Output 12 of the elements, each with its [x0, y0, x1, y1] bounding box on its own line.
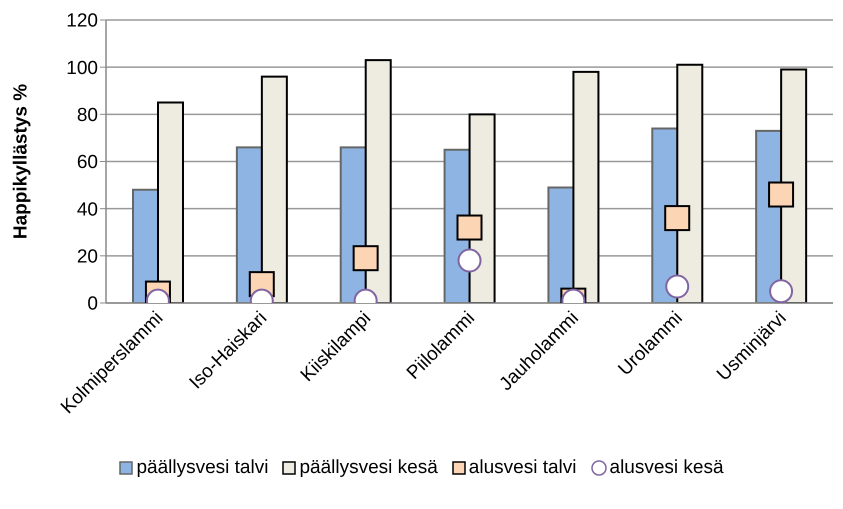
y-axis-title: Happikyllästys % [10, 84, 32, 240]
legend-label: alusvesi talvi [468, 457, 576, 479]
y-tick-label: 0 [87, 294, 98, 315]
y-tick-label: 100 [66, 58, 98, 79]
legend-label: alusvesi kesä [610, 457, 724, 479]
legend-label: päällysvesi talvi [136, 457, 268, 479]
y-tick-label: 60 [76, 152, 98, 174]
y-tick-label: 20 [76, 246, 98, 268]
y-tick-label: 80 [76, 105, 98, 126]
legend-label: päällysvesi kesä [299, 457, 438, 479]
y-tick-label: 40 [76, 199, 98, 220]
y-tick-label: 120 [66, 10, 98, 32]
